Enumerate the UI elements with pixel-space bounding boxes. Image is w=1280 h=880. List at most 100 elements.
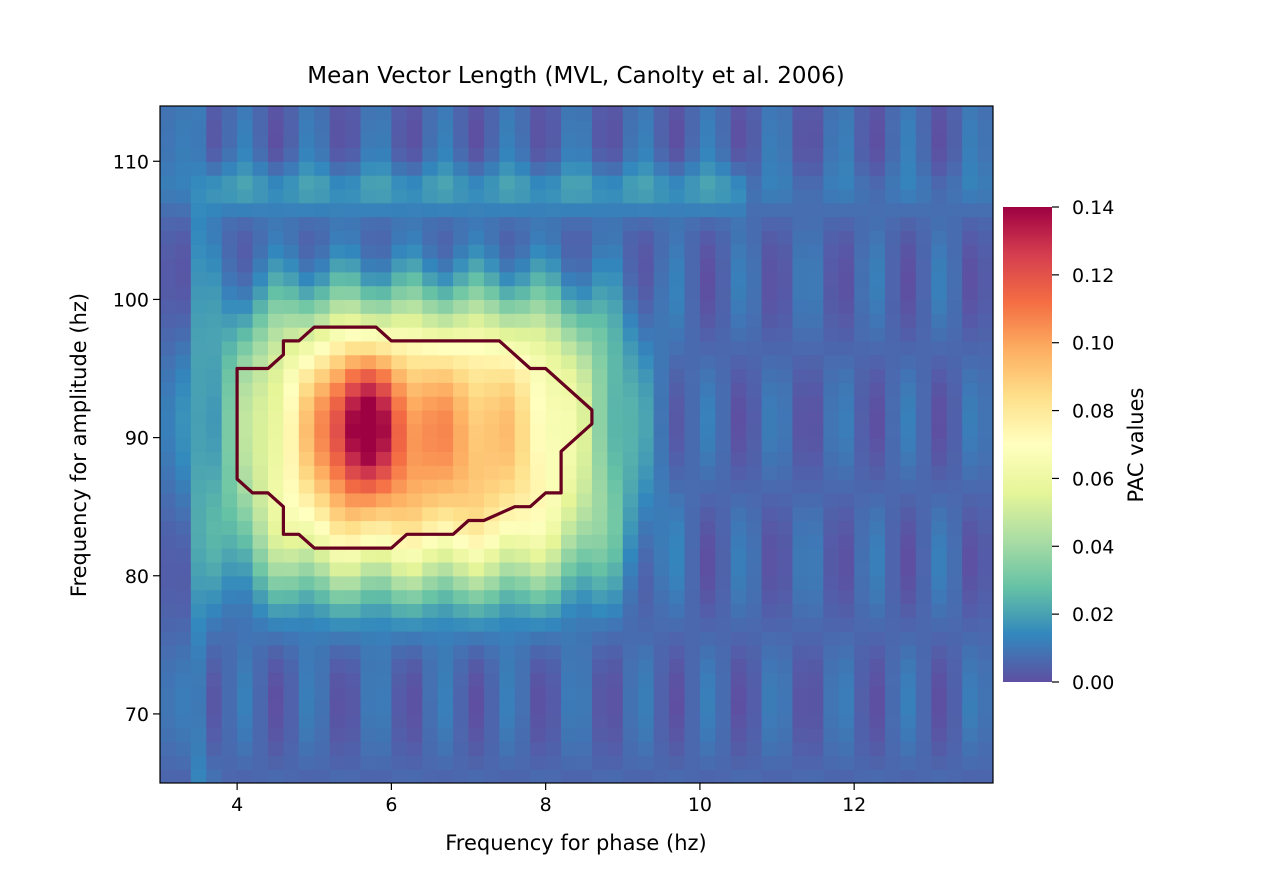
heatmap-cell bbox=[684, 354, 701, 370]
heatmap-cell bbox=[190, 423, 207, 439]
heatmap-cell bbox=[715, 354, 732, 370]
heatmap-cell bbox=[360, 285, 377, 301]
heatmap-cell bbox=[977, 327, 993, 342]
heatmap-cell bbox=[237, 396, 254, 411]
heatmap-cell bbox=[869, 769, 886, 783]
heatmap-cell bbox=[530, 285, 547, 301]
heatmap-cell bbox=[360, 354, 377, 370]
heatmap-cell bbox=[437, 340, 454, 356]
heatmap-cell bbox=[653, 257, 670, 273]
heatmap-cell bbox=[206, 230, 223, 245]
heatmap-cell bbox=[252, 561, 269, 577]
heatmap-cell bbox=[792, 548, 809, 563]
heatmap-cell bbox=[869, 271, 886, 287]
heatmap-cell bbox=[545, 244, 562, 259]
heatmap-cell bbox=[283, 534, 300, 549]
heatmap-cell bbox=[530, 313, 547, 328]
heatmap-cell bbox=[715, 188, 732, 204]
heatmap-cell bbox=[314, 686, 331, 701]
heatmap-cell bbox=[314, 216, 331, 231]
heatmap-cell bbox=[653, 202, 670, 218]
heatmap-cell bbox=[360, 133, 377, 149]
heatmap-cell bbox=[576, 741, 593, 756]
heatmap-cell bbox=[669, 465, 686, 480]
heatmap-cell bbox=[298, 368, 315, 383]
heatmap-cell bbox=[160, 520, 177, 535]
heatmap-cell bbox=[206, 561, 223, 577]
heatmap-cell bbox=[669, 188, 686, 204]
heatmap-cell bbox=[869, 451, 886, 466]
heatmap-cell bbox=[823, 396, 840, 411]
heatmap-cell bbox=[838, 313, 855, 328]
heatmap-cell bbox=[838, 382, 855, 397]
heatmap-cell bbox=[854, 506, 871, 522]
heatmap-cell bbox=[360, 727, 377, 743]
heatmap-cell bbox=[483, 202, 500, 218]
heatmap-cell bbox=[792, 147, 809, 162]
heatmap-cell bbox=[221, 161, 238, 176]
heatmap-cell bbox=[962, 437, 979, 453]
heatmap-cell bbox=[807, 603, 824, 618]
heatmap-cell bbox=[329, 644, 346, 660]
heatmap-cell bbox=[730, 188, 747, 204]
heatmap-cell bbox=[607, 769, 624, 783]
heatmap-cell bbox=[237, 520, 254, 535]
heatmap-cell bbox=[514, 409, 531, 425]
heatmap-cell bbox=[314, 520, 331, 535]
heatmap-cell bbox=[977, 769, 993, 783]
heatmap-cell bbox=[175, 644, 192, 660]
heatmap-cell bbox=[160, 479, 177, 494]
heatmap-cell bbox=[437, 727, 454, 743]
heatmap-cell bbox=[622, 354, 639, 370]
heatmap-cell bbox=[638, 147, 655, 162]
heatmap-cell bbox=[900, 257, 917, 273]
heatmap-cell bbox=[761, 257, 778, 273]
heatmap-cell bbox=[345, 727, 362, 743]
heatmap-cell bbox=[915, 479, 932, 494]
heatmap-cell bbox=[792, 285, 809, 301]
y-tick-label: 110 bbox=[113, 151, 149, 173]
heatmap-cell bbox=[761, 520, 778, 535]
heatmap-cell bbox=[206, 147, 223, 162]
heatmap-cell bbox=[854, 741, 871, 756]
heatmap-cell bbox=[206, 216, 223, 231]
heatmap-cell bbox=[576, 617, 593, 632]
heatmap-cell bbox=[746, 520, 763, 535]
heatmap-cell bbox=[931, 548, 948, 563]
heatmap-cell bbox=[406, 479, 423, 494]
heatmap-cell bbox=[422, 548, 439, 563]
heatmap-cell bbox=[453, 672, 470, 687]
y-tick-label: 70 bbox=[125, 704, 149, 726]
heatmap-cell bbox=[283, 340, 300, 356]
heatmap-cell bbox=[391, 188, 408, 204]
heatmap-cell bbox=[391, 492, 408, 508]
heatmap-cell bbox=[160, 354, 177, 370]
heatmap-cell bbox=[576, 299, 593, 314]
heatmap-cell bbox=[977, 382, 993, 397]
heatmap-cell bbox=[946, 119, 963, 135]
heatmap-cell bbox=[576, 465, 593, 480]
heatmap-cell bbox=[885, 161, 902, 176]
heatmap-cell bbox=[406, 299, 423, 314]
heatmap-cell bbox=[761, 188, 778, 204]
heatmap-cell bbox=[375, 631, 392, 646]
heatmap-cell bbox=[730, 479, 747, 494]
heatmap-cell bbox=[314, 133, 331, 149]
heatmap-cell bbox=[761, 147, 778, 162]
heatmap-cell bbox=[329, 451, 346, 466]
heatmap-cell bbox=[792, 161, 809, 176]
heatmap-cell bbox=[699, 230, 716, 245]
heatmap-cell bbox=[406, 575, 423, 591]
heatmap-cell bbox=[607, 202, 624, 218]
heatmap-cell bbox=[576, 409, 593, 425]
heatmap-cell bbox=[607, 299, 624, 314]
heatmap-cell bbox=[483, 479, 500, 494]
heatmap-cell bbox=[437, 230, 454, 245]
heatmap-cell bbox=[946, 575, 963, 591]
heatmap-cell bbox=[267, 589, 285, 604]
heatmap-cell bbox=[283, 575, 300, 591]
heatmap-cell bbox=[530, 686, 547, 701]
heatmap-cell bbox=[854, 520, 871, 535]
heatmap-cell bbox=[190, 230, 207, 245]
heatmap-cell bbox=[761, 658, 778, 674]
